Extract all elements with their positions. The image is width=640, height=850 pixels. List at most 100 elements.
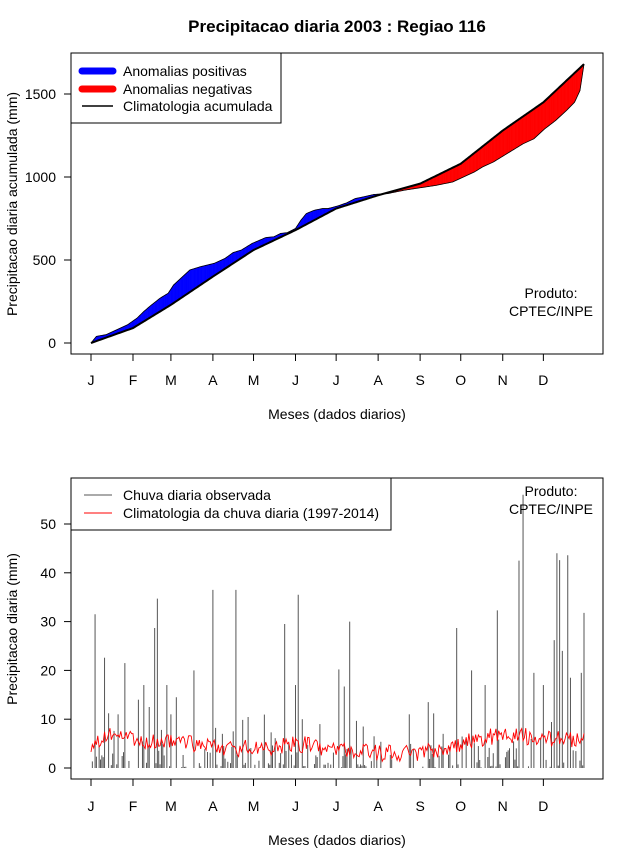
negative-anomaly-segment bbox=[543, 100, 545, 131]
negative-anomaly-segment bbox=[524, 114, 526, 144]
bottom-x-tick-label: O bbox=[455, 798, 466, 814]
bottom-x-tick-label: J bbox=[292, 798, 299, 814]
positive-anomaly-segment bbox=[181, 275, 184, 298]
negative-anomaly-segment bbox=[537, 104, 540, 136]
positive-anomaly-segment bbox=[209, 263, 212, 279]
legend-label-climatology: Climatologia acumulada bbox=[123, 98, 273, 114]
negative-anomaly-segment bbox=[575, 70, 578, 100]
top-x-tick-label: F bbox=[129, 372, 138, 388]
positive-anomaly-segment bbox=[154, 300, 157, 316]
positive-anomaly-segment bbox=[196, 267, 199, 288]
negative-anomaly-segment bbox=[552, 91, 555, 124]
bottom-x-tick-label: J bbox=[333, 798, 340, 814]
negative-anomaly-segment bbox=[525, 113, 528, 143]
positive-anomaly-segment bbox=[208, 264, 211, 280]
top-y-axis: 0 500 1000 1500 bbox=[25, 86, 72, 351]
positive-anomaly-segment bbox=[199, 266, 201, 287]
positive-anomaly-segment bbox=[186, 270, 189, 295]
chart-title: Precipitacao diaria 2003 : Regiao 116 bbox=[188, 17, 486, 36]
negative-anomaly-segment bbox=[548, 95, 551, 127]
negative-anomaly-segment bbox=[560, 84, 563, 117]
negative-anomaly-segment bbox=[445, 170, 448, 184]
negative-anomaly-segment bbox=[535, 106, 537, 139]
top-legend: Anomalias positivas Anomalias negativas … bbox=[70, 52, 282, 124]
positive-anomaly-segment bbox=[166, 292, 169, 308]
top-x-tick-label: J bbox=[88, 372, 95, 388]
negative-anomaly-segment bbox=[558, 86, 560, 119]
positive-anomaly-segment bbox=[174, 281, 177, 303]
positive-anomaly-segment bbox=[173, 283, 176, 304]
negative-anomaly-segment bbox=[461, 161, 464, 178]
top-x-tick-label: D bbox=[538, 372, 548, 388]
positive-anomaly-segment bbox=[158, 297, 161, 313]
positive-anomaly-segment bbox=[197, 266, 200, 287]
negative-anomaly-segment bbox=[493, 136, 495, 163]
negative-anomaly-segment bbox=[476, 149, 479, 171]
negative-anomaly-segment bbox=[516, 119, 518, 149]
negative-anomaly-segment bbox=[490, 138, 493, 164]
negative-anomaly-segment bbox=[554, 90, 556, 123]
negative-anomaly-segment bbox=[463, 160, 466, 178]
negative-anomaly-segment bbox=[571, 73, 574, 106]
negative-anomaly-segment bbox=[456, 164, 459, 181]
negative-anomaly-segment bbox=[529, 110, 532, 141]
positive-anomaly-segment bbox=[195, 267, 197, 289]
negative-anomaly-segment bbox=[455, 165, 457, 182]
daily-chart: 0 10 20 30 40 50 J F M A M J J A S O N D Precipitacao di… bbox=[4, 477, 604, 848]
bottom-x-tick-label: M bbox=[165, 798, 177, 814]
negative-anomaly-segment bbox=[545, 98, 548, 129]
bottom-x-tick-label: M bbox=[248, 798, 260, 814]
positive-anomaly-segment bbox=[204, 265, 207, 283]
bottom-y-tick-label: 0 bbox=[48, 760, 56, 776]
observed-rain-bars bbox=[91, 494, 585, 768]
negative-anomaly-segment bbox=[514, 120, 517, 150]
negative-anomaly-segment bbox=[505, 127, 507, 155]
negative-anomaly-segment bbox=[468, 155, 471, 175]
positive-anomaly-segment bbox=[153, 302, 155, 316]
negative-anomaly-segment bbox=[544, 99, 547, 130]
negative-anomaly-segment bbox=[507, 125, 510, 154]
negative-anomaly-segment bbox=[460, 162, 463, 179]
bottom-x-tick-label: D bbox=[538, 798, 548, 814]
credit-line-2-bottom: CPTEC/INPE bbox=[509, 501, 593, 517]
negative-anomaly-segment bbox=[521, 116, 524, 145]
negative-anomaly-segment bbox=[495, 134, 498, 161]
negative-anomaly-segment bbox=[510, 123, 513, 152]
bottom-x-tick-label: A bbox=[208, 798, 218, 814]
bottom-x-tick-label: F bbox=[129, 798, 138, 814]
negative-anomaly-segment bbox=[506, 126, 509, 155]
top-x-tick-label: S bbox=[415, 372, 424, 388]
negative-anomaly-segment bbox=[486, 141, 489, 166]
negative-anomaly-segment bbox=[563, 81, 566, 114]
negative-anomaly-segment bbox=[532, 108, 535, 140]
negative-anomaly-segment bbox=[541, 101, 544, 132]
positive-anomaly-segment bbox=[207, 264, 210, 281]
positive-anomaly-segment bbox=[191, 268, 193, 292]
negative-anomaly-segment bbox=[451, 167, 453, 183]
negative-anomaly-segment bbox=[457, 164, 460, 180]
negative-anomaly-segment bbox=[448, 168, 451, 184]
positive-anomaly-segment bbox=[192, 268, 195, 291]
bottom-y-tick-label: 50 bbox=[40, 516, 56, 532]
negative-anomaly-segment bbox=[471, 153, 474, 174]
negative-anomaly-segment bbox=[577, 68, 579, 97]
daily-climatology-line bbox=[90, 727, 585, 763]
negative-anomaly-segment bbox=[512, 122, 514, 151]
negative-anomaly-segment bbox=[540, 102, 543, 134]
negative-anomaly-segment bbox=[470, 154, 472, 175]
positive-anomaly-segment bbox=[201, 265, 204, 285]
negative-anomaly-segment bbox=[555, 89, 558, 122]
positive-anomaly-segment bbox=[214, 262, 216, 277]
credit-line-2: CPTEC/INPE bbox=[509, 303, 593, 319]
positive-anomaly-segment bbox=[172, 284, 174, 305]
positive-anomaly-segment bbox=[157, 298, 159, 314]
negative-anomaly-segment bbox=[441, 172, 444, 185]
positive-anomaly-segment bbox=[178, 278, 181, 300]
top-y-tick-label: 0 bbox=[48, 335, 56, 351]
top-y-tick-label: 1000 bbox=[25, 169, 56, 185]
negative-anomaly-segment bbox=[547, 96, 549, 128]
negative-anomaly-segment bbox=[465, 157, 468, 177]
negative-anomaly-segment bbox=[536, 105, 539, 137]
